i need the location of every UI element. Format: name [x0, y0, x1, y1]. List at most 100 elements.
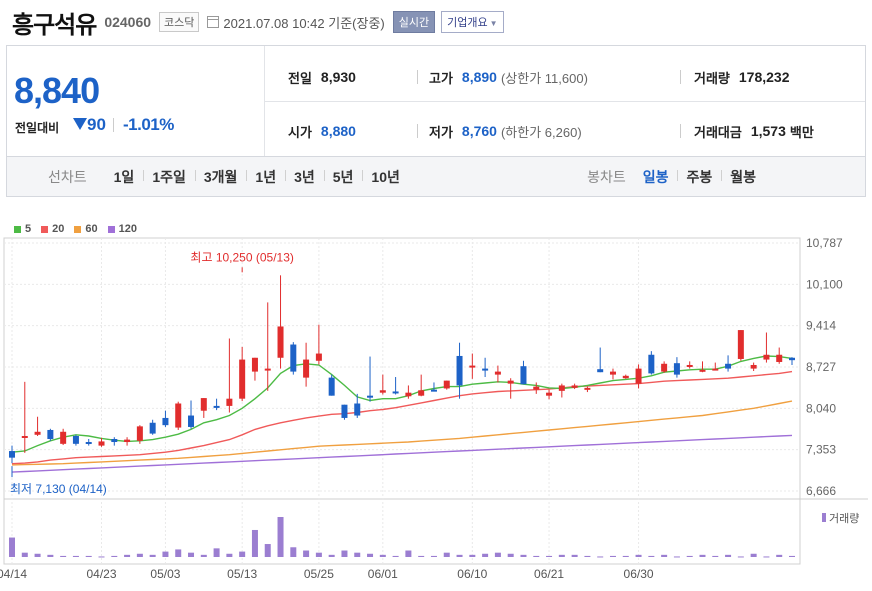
candle — [609, 368, 616, 380]
x-tick-label: 06/30 — [624, 567, 654, 581]
volume-bar — [85, 555, 92, 557]
candle — [597, 347, 604, 373]
candle — [789, 357, 795, 365]
candle-body — [494, 371, 501, 375]
candle-body — [558, 385, 565, 391]
candle — [341, 404, 348, 420]
candle — [200, 398, 207, 418]
volume-legend: 거래량 — [829, 512, 859, 525]
candle-body — [21, 435, 28, 438]
volume-bar — [622, 555, 629, 557]
period-1d[interactable]: 1일 — [113, 168, 135, 185]
candle — [175, 401, 182, 430]
volume-bar — [162, 551, 169, 557]
y-tick-label: 6,666 — [806, 484, 836, 498]
candle — [520, 360, 527, 385]
candle-body — [303, 359, 310, 378]
candle — [136, 425, 143, 444]
candle — [546, 389, 553, 400]
candle-body — [9, 451, 15, 458]
company-name: 흥구석유 — [12, 11, 97, 39]
ma20-line — [11, 370, 793, 465]
candle — [430, 382, 437, 392]
candle-body — [737, 330, 744, 359]
candle-body — [264, 368, 271, 371]
volume-bar — [673, 556, 680, 558]
volume-bar — [699, 554, 706, 557]
x-tick-label: 06/10 — [457, 567, 487, 581]
divider — [680, 70, 681, 84]
candle-body — [456, 355, 463, 386]
price-chart: 10,787 10,100 9,414 8,727 8,040 7,353 6,666 04/… — [0, 236, 868, 581]
candle-body — [725, 363, 732, 369]
candle-body — [149, 422, 156, 434]
candle-monthly[interactable]: 월봉 — [721, 167, 765, 187]
candle — [725, 355, 732, 372]
candle-body — [520, 366, 527, 385]
candle-weekly[interactable]: 주봉 — [677, 167, 721, 187]
candle-body — [47, 429, 54, 440]
volume-bar — [34, 553, 41, 557]
company-overview-button[interactable]: 기업개요 ▼ — [441, 11, 504, 33]
candle — [661, 361, 668, 373]
y-tick-label: 10,100 — [806, 277, 843, 291]
line-chart-label: 선차트 — [48, 168, 87, 185]
candle-body — [251, 357, 258, 372]
volume-bar — [303, 550, 310, 557]
candle — [379, 374, 386, 395]
candle-daily[interactable]: 일봉 — [642, 168, 669, 185]
period-10y[interactable]: 10년 — [362, 167, 408, 187]
candle-body — [111, 439, 118, 443]
period-3y[interactable]: 3년 — [285, 167, 324, 187]
period-3m[interactable]: 3개월 — [194, 167, 247, 187]
candle-body — [34, 431, 41, 435]
candle-body — [226, 398, 233, 406]
volume-bar — [597, 556, 604, 558]
stock-header: 흥구석유 024060 코스닥 2021.07.08 10:42 기준(장중) … — [0, 0, 872, 44]
volume-bar — [712, 555, 719, 557]
candle — [303, 342, 310, 387]
candle-body — [85, 442, 92, 445]
candle — [686, 361, 693, 369]
period-5y[interactable]: 5년 — [323, 167, 363, 187]
candle-body — [200, 398, 207, 411]
x-tick-label: 05/13 — [227, 567, 257, 581]
x-tick-label: 04/23 — [86, 567, 116, 581]
period-1w[interactable]: 1주일 — [143, 167, 195, 187]
day-low: 저가 8,760 (하한가 6,260) — [429, 123, 582, 140]
candle — [162, 410, 169, 427]
candle-body — [175, 403, 182, 428]
current-price-panel: 8,840 전일대비 90 -1.01% — [7, 46, 265, 156]
volume-bar — [443, 552, 450, 557]
realtime-button[interactable]: 실시간 — [392, 11, 436, 33]
candle-body — [609, 371, 616, 375]
y-tick-label: 10,787 — [806, 236, 843, 250]
period-1y[interactable]: 1년 — [246, 167, 285, 187]
candle — [418, 374, 425, 397]
volume-bar — [379, 554, 386, 557]
candle — [264, 302, 271, 391]
volume-bar — [264, 544, 271, 557]
candle-body — [418, 390, 425, 396]
volume-bar — [405, 550, 412, 557]
open-price: 시가 8,880 — [288, 123, 356, 140]
stock-code: 024060 — [104, 14, 152, 30]
chart-frame — [3, 237, 801, 565]
volume-bar — [507, 553, 514, 557]
candle-body — [341, 404, 348, 418]
candle — [763, 332, 770, 363]
candle-body — [239, 359, 246, 399]
legend-ma20: 20 — [41, 223, 64, 235]
ma60-line — [11, 400, 793, 466]
candle — [277, 275, 284, 369]
candle — [443, 380, 450, 390]
candle — [533, 382, 540, 394]
volume-bar — [750, 553, 757, 557]
candle-body — [60, 431, 67, 444]
x-tick-label: 05/03 — [150, 567, 180, 581]
candle-body — [98, 441, 105, 446]
candle-body — [290, 344, 297, 372]
volume-bar — [763, 556, 770, 558]
period-selector-bar: 선차트 1일 1주일 3개월 1년 3년 5년 10년 봉차트 일봉 주봉 월봉 — [6, 157, 866, 197]
candle-body — [686, 364, 693, 367]
